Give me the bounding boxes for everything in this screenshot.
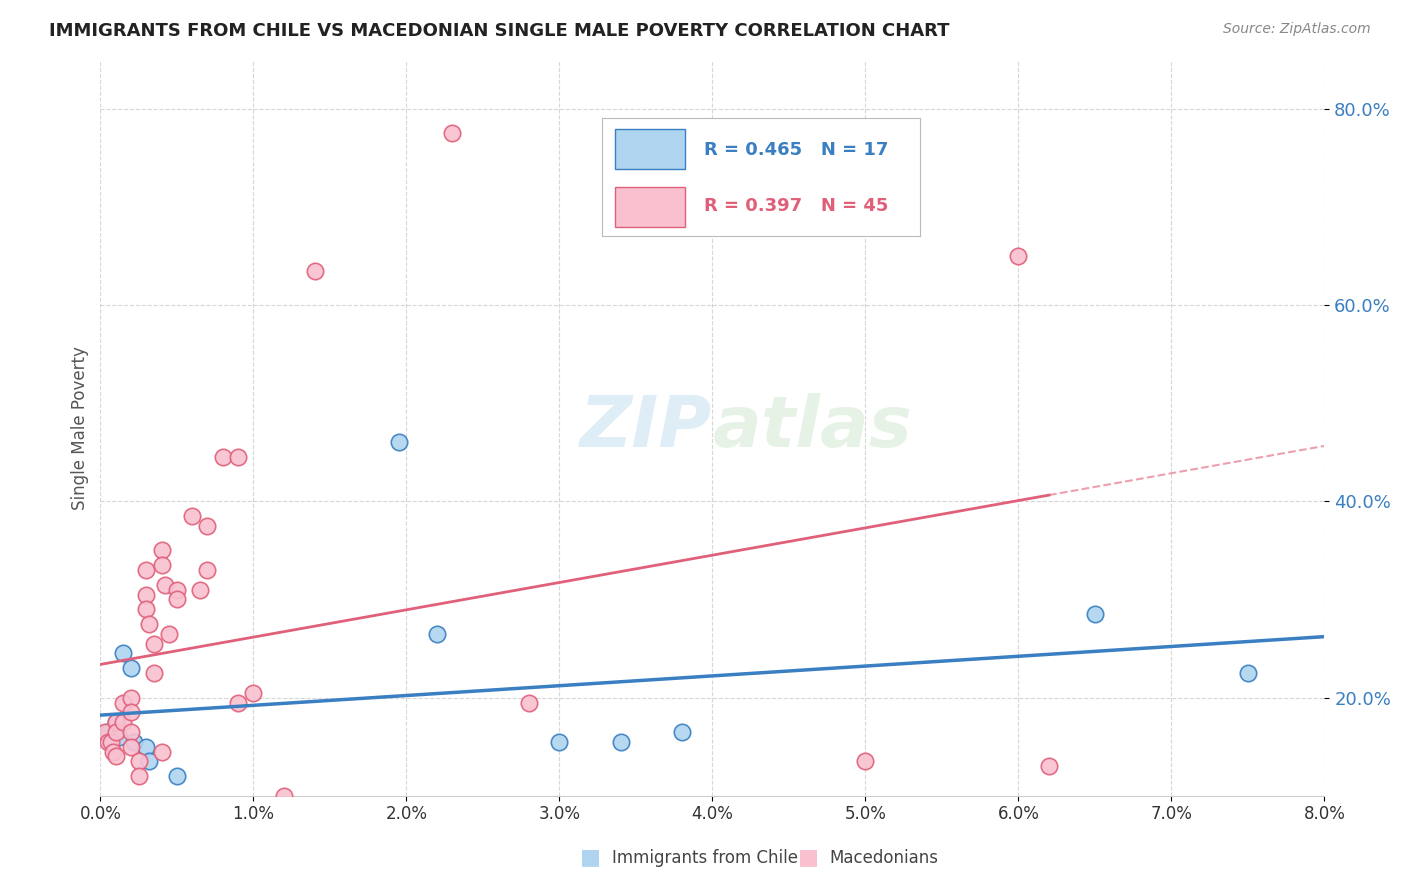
Text: Macedonians: Macedonians — [830, 849, 939, 867]
Point — [517, 696, 540, 710]
Point — [548, 735, 571, 749]
Point — [97, 735, 120, 749]
Text: Immigrants from Chile: Immigrants from Chile — [612, 849, 797, 867]
Point — [135, 588, 157, 602]
Point — [100, 735, 122, 749]
Point — [166, 798, 188, 813]
Point — [112, 647, 135, 661]
Point — [128, 769, 150, 783]
Point — [211, 450, 233, 464]
Point — [166, 592, 188, 607]
Point — [135, 563, 157, 577]
Point — [388, 435, 411, 450]
Point — [166, 769, 188, 783]
Point — [671, 725, 693, 739]
Point — [1084, 607, 1107, 622]
Point — [120, 739, 142, 754]
Point — [153, 578, 176, 592]
Point — [1237, 666, 1260, 681]
Point — [609, 735, 631, 749]
Point — [181, 508, 204, 523]
Point — [273, 789, 295, 803]
Point — [226, 450, 249, 464]
Point — [138, 755, 160, 769]
Point — [112, 696, 135, 710]
Point — [97, 725, 120, 739]
Point — [197, 518, 219, 533]
Point — [304, 263, 326, 277]
Y-axis label: Single Male Poverty: Single Male Poverty — [72, 346, 89, 509]
Point — [853, 755, 876, 769]
Text: ■: ■ — [581, 847, 600, 867]
Point — [150, 543, 173, 558]
Point — [104, 749, 127, 764]
Point — [242, 686, 264, 700]
Point — [173, 798, 195, 813]
Point — [104, 715, 127, 730]
Point — [101, 745, 124, 759]
Point — [94, 725, 117, 739]
Point — [150, 558, 173, 573]
Text: atlas: atlas — [713, 393, 912, 462]
Point — [142, 637, 165, 651]
Point — [122, 735, 145, 749]
Point — [166, 582, 188, 597]
Point — [120, 690, 142, 705]
Point — [150, 745, 173, 759]
Text: ■: ■ — [799, 847, 818, 867]
Point — [135, 602, 157, 616]
Point — [441, 126, 464, 140]
Point — [1038, 759, 1060, 773]
Point — [120, 661, 142, 675]
Point — [128, 755, 150, 769]
Text: Source: ZipAtlas.com: Source: ZipAtlas.com — [1223, 22, 1371, 37]
Point — [120, 725, 142, 739]
Text: IMMIGRANTS FROM CHILE VS MACEDONIAN SINGLE MALE POVERTY CORRELATION CHART: IMMIGRANTS FROM CHILE VS MACEDONIAN SING… — [49, 22, 949, 40]
Point — [107, 730, 129, 744]
Point — [226, 696, 249, 710]
Point — [100, 735, 122, 749]
Point — [135, 739, 157, 754]
Point — [104, 725, 127, 739]
Point — [1007, 249, 1029, 263]
Point — [157, 627, 180, 641]
Text: ZIP: ZIP — [581, 393, 713, 462]
Point — [112, 715, 135, 730]
Point — [138, 617, 160, 632]
Point — [197, 563, 219, 577]
Point — [188, 582, 211, 597]
Point — [104, 715, 127, 730]
Point — [142, 666, 165, 681]
Point — [120, 706, 142, 720]
Point — [426, 627, 449, 641]
